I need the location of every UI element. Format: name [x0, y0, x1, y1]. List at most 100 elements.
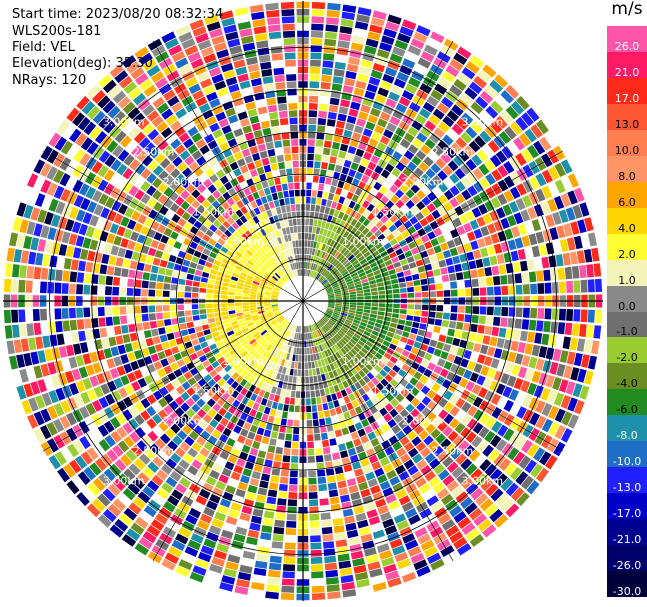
colorbar-segment: [607, 571, 647, 598]
velocity-gate: [513, 212, 524, 225]
velocity-gate: [524, 221, 535, 234]
velocity-gate: [223, 242, 232, 250]
velocity-gate: [405, 393, 415, 403]
velocity-gate: [275, 222, 282, 230]
velocity-gate: [246, 345, 253, 353]
velocity-gate: [593, 263, 602, 277]
velocity-gate: [222, 337, 230, 344]
velocity-gate: [326, 119, 336, 127]
velocity-gate: [251, 329, 259, 336]
velocity-gate: [327, 482, 337, 491]
velocity-gate: [272, 170, 280, 178]
velocity-gate: [321, 396, 327, 404]
velocity-gate: [98, 193, 109, 206]
velocity-gate: [220, 307, 228, 312]
velocity-gate: [112, 90, 127, 104]
velocity-gate: [192, 501, 205, 512]
velocity-gate: [410, 205, 420, 215]
velocity-gate: [423, 156, 434, 167]
velocity-gate: [307, 463, 316, 471]
velocity-gate: [258, 285, 266, 290]
velocity-gate: [268, 249, 275, 257]
velocity-gate: [312, 323, 317, 331]
velocity-gate: [116, 226, 126, 237]
velocity-gate: [275, 184, 283, 192]
velocity-gate: [450, 305, 458, 313]
velocity-gate: [262, 331, 269, 338]
velocity-gate: [216, 205, 226, 215]
velocity-gate: [324, 372, 331, 380]
velocity-gate: [264, 243, 271, 251]
velocity-gate: [196, 398, 206, 408]
velocity-gate: [364, 425, 373, 434]
velocity-gate: [289, 241, 293, 249]
velocity-gate: [344, 78, 356, 87]
velocity-gate: [436, 341, 445, 350]
velocity-gate: [362, 282, 369, 287]
velocity-gate: [329, 239, 336, 247]
velocity-gate: [264, 303, 271, 306]
velocity-gate: [106, 449, 119, 462]
velocity-gate: [117, 440, 130, 453]
velocity-gate: [245, 491, 256, 501]
velocity-gate: [140, 225, 150, 236]
velocity-gate: [249, 359, 257, 367]
velocity-gate: [347, 314, 355, 319]
velocity-gate: [226, 356, 234, 364]
velocity-gate: [342, 363, 350, 372]
velocity-gate: [351, 259, 359, 266]
velocity-gate: [238, 236, 246, 244]
velocity-gate: [259, 314, 267, 319]
velocity-gate: [188, 507, 201, 519]
velocity-gate: [501, 285, 509, 295]
velocity-gate: [149, 147, 161, 159]
velocity-gate: [222, 277, 231, 283]
velocity-gate: [366, 324, 374, 330]
velocity-gate: [242, 302, 249, 306]
velocity-gate: [264, 134, 273, 143]
velocity-gate: [184, 304, 192, 310]
velocity-gate: [271, 208, 277, 216]
velocity-gate: [292, 339, 296, 347]
velocity-gate: [355, 80, 367, 90]
velocity-gate: [310, 556, 323, 564]
velocity-gate: [287, 338, 292, 346]
velocity-gate: [464, 87, 478, 100]
velocity-gate: [461, 67, 476, 80]
velocity-gate: [340, 189, 348, 198]
velocity-gate: [292, 441, 299, 449]
velocity-gate: [179, 477, 191, 488]
velocity-gate: [412, 321, 420, 329]
velocity-gate: [220, 290, 228, 295]
velocity-gate: [512, 329, 521, 341]
velocity-gate: [289, 477, 298, 485]
velocity-gate: [369, 262, 378, 268]
velocity-gate: [207, 256, 215, 264]
velocity-gate: [300, 333, 302, 341]
velocity-gate: [237, 73, 249, 83]
velocity-gate: [573, 187, 585, 203]
velocity-gate: [292, 434, 299, 442]
velocity-gate: [60, 400, 71, 414]
velocity-gate: [223, 352, 232, 360]
velocity-gate: [526, 480, 540, 495]
velocity-gate: [12, 264, 20, 278]
velocity-gate: [229, 234, 238, 242]
velocity-gate: [458, 289, 465, 297]
velocity-gate: [399, 408, 409, 419]
velocity-gate: [187, 447, 198, 458]
velocity-gate: [218, 474, 229, 484]
velocity-gate: [249, 70, 261, 80]
velocity-gate: [527, 443, 540, 458]
velocity-gate: [408, 447, 419, 458]
velocity-gate: [289, 353, 293, 361]
velocity-gate: [374, 229, 382, 238]
velocity-gate: [530, 283, 538, 295]
velocity-gate: [237, 21, 252, 31]
velocity-gate: [127, 278, 135, 287]
velocity-gate: [314, 360, 319, 368]
velocity-gate: [184, 341, 193, 349]
velocity-gate: [395, 393, 405, 403]
velocity-gate: [232, 495, 244, 505]
velocity-gate: [206, 288, 214, 294]
